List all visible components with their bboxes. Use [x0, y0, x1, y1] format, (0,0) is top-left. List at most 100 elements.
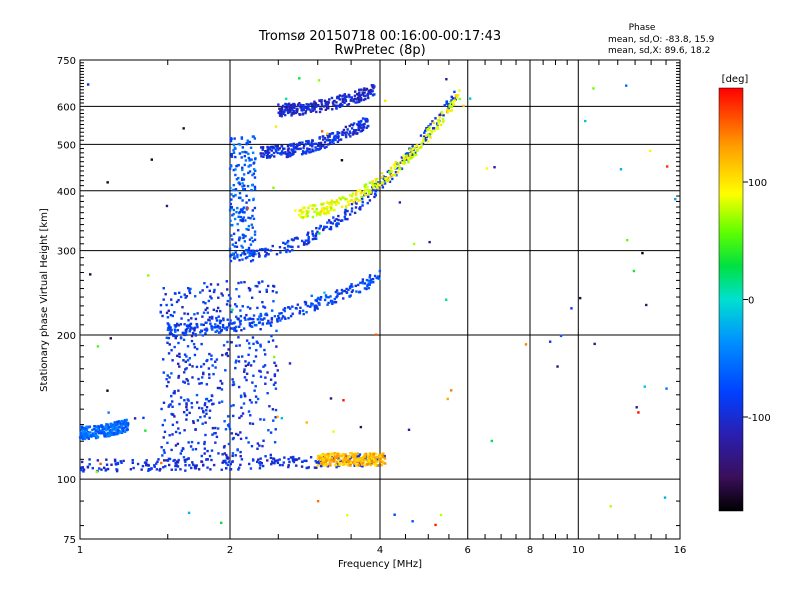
data-point [274, 408, 278, 412]
data-point [315, 306, 319, 309]
data-point [105, 458, 108, 461]
data-point [281, 150, 284, 153]
data-point [159, 310, 162, 314]
data-point [173, 334, 177, 338]
data-point [230, 137, 233, 141]
data-point [345, 198, 349, 201]
data-point [237, 317, 240, 320]
data-point [111, 426, 114, 429]
data-point [356, 189, 360, 193]
data-point [292, 145, 296, 149]
data-point [284, 242, 287, 246]
data-point [270, 318, 274, 321]
data-point [167, 336, 171, 340]
data-point [265, 288, 268, 292]
data-point [162, 358, 165, 361]
data-point [255, 249, 259, 253]
data-point [159, 303, 163, 307]
data-point [343, 94, 346, 97]
data-point [259, 464, 262, 467]
data-point [243, 370, 246, 373]
data-point [171, 405, 174, 409]
data-point [282, 308, 285, 311]
data-point [251, 226, 254, 229]
data-point [270, 460, 274, 463]
data-point [313, 204, 317, 208]
data-point [319, 298, 322, 301]
data-point [346, 128, 349, 131]
data-point [374, 189, 378, 193]
data-point [242, 250, 246, 254]
data-point [230, 322, 233, 325]
data-point [674, 197, 677, 201]
data-point [220, 400, 224, 403]
data-point [311, 109, 315, 112]
data-point [200, 381, 203, 385]
data-point [277, 103, 280, 106]
data-point [125, 429, 128, 432]
data-point [203, 440, 206, 444]
data-point [369, 463, 373, 467]
data-point [247, 246, 251, 250]
data-point [319, 145, 322, 148]
data-point [205, 412, 208, 416]
data-point [425, 135, 429, 139]
data-point [363, 87, 366, 90]
data-point [570, 307, 573, 310]
data-point [327, 211, 331, 215]
data-point [178, 431, 182, 435]
data-point [239, 215, 243, 219]
data-point [87, 425, 91, 429]
data-point [354, 198, 357, 202]
data-point [191, 463, 195, 466]
data-point [112, 433, 115, 436]
data-point [226, 299, 230, 303]
data-point [283, 456, 286, 459]
data-point [252, 162, 255, 165]
data-point [179, 452, 182, 455]
data-point [240, 136, 244, 139]
data-point [267, 151, 271, 154]
data-point [197, 441, 200, 445]
data-point [323, 141, 327, 144]
data-point [328, 461, 332, 464]
data-point [319, 107, 323, 110]
data-point [381, 186, 385, 189]
data-point [330, 201, 334, 204]
data-point [367, 453, 370, 456]
data-point [259, 327, 262, 331]
data-point [204, 302, 207, 305]
data-point [244, 159, 248, 162]
data-point [267, 340, 271, 344]
data-point [195, 464, 198, 467]
data-point [364, 193, 368, 197]
data-point [172, 459, 175, 463]
data-point [204, 433, 207, 437]
data-point [173, 390, 176, 393]
data-points [78, 77, 677, 527]
data-point [107, 411, 110, 414]
data-point [448, 105, 451, 108]
data-point [280, 317, 283, 320]
data-point [230, 198, 233, 201]
data-point [277, 148, 280, 151]
data-point [370, 462, 373, 465]
data-point [195, 393, 199, 397]
data-point [173, 415, 176, 418]
data-point [324, 456, 327, 460]
data-point [292, 455, 295, 459]
data-point [242, 206, 246, 209]
data-point [260, 462, 263, 465]
data-point [251, 183, 254, 187]
data-point [296, 109, 299, 112]
data-point [89, 273, 92, 276]
data-point [241, 166, 244, 170]
data-point [269, 431, 273, 434]
data-point [333, 208, 336, 212]
data-point [125, 422, 128, 426]
data-point [215, 329, 219, 332]
data-point [346, 513, 349, 517]
data-point [236, 433, 240, 437]
data-point [93, 427, 96, 431]
